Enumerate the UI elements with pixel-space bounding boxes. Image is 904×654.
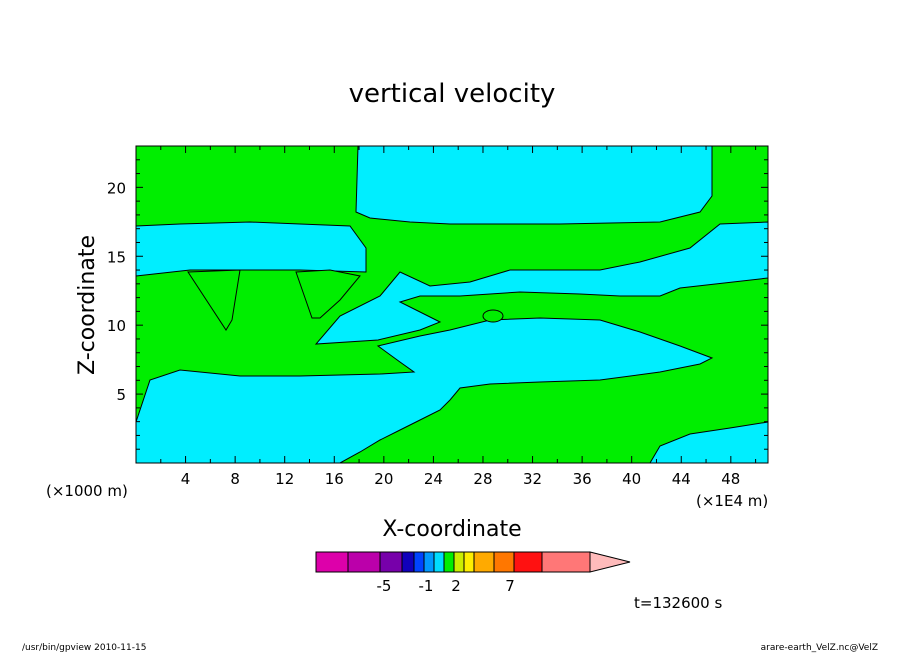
colorbar-swatch bbox=[443, 551, 455, 573]
negative-region-top bbox=[355, 146, 713, 225]
x-tick-label: 36 bbox=[573, 470, 592, 488]
colorbar-swatch bbox=[401, 551, 415, 573]
time-label: t=132600 s bbox=[634, 594, 722, 612]
x-tick-label: 12 bbox=[275, 470, 294, 488]
y-unit-label: (×1E4 m) bbox=[696, 492, 768, 510]
negative-region-main bbox=[136, 221, 367, 277]
colorbar-swatch bbox=[493, 551, 515, 573]
colorbar-swatch bbox=[541, 551, 591, 573]
y-tick-label: 5 bbox=[116, 386, 126, 404]
colorbar-swatch bbox=[315, 551, 349, 573]
positive-blob bbox=[482, 309, 504, 323]
negative-region-bottom-right bbox=[649, 421, 768, 463]
colorbar bbox=[315, 551, 631, 573]
colorbar-label: 7 bbox=[505, 577, 515, 595]
colorbar-swatch bbox=[513, 551, 543, 573]
negative-region-lower bbox=[136, 317, 714, 463]
x-tick-label: 28 bbox=[473, 470, 492, 488]
colorbar-swatch bbox=[453, 551, 465, 573]
x-axis-label: X-coordinate bbox=[382, 517, 521, 542]
x-tick-label: 40 bbox=[622, 470, 641, 488]
x-tick-label: 32 bbox=[523, 470, 542, 488]
colorbar-label: -1 bbox=[419, 577, 434, 595]
positive-wedge-1 bbox=[187, 269, 241, 331]
colorbar-swatch bbox=[433, 551, 445, 573]
negative-region-band bbox=[314, 221, 768, 345]
colorbar-swatch bbox=[347, 551, 381, 573]
footer-right: arare-earth_VelZ.nc@VelZ bbox=[761, 643, 878, 653]
y-axis-label: Z-coordinate bbox=[75, 235, 100, 375]
colorbar-swatch bbox=[423, 551, 435, 573]
colorbar-swatch bbox=[473, 551, 495, 573]
colorbar-label: -5 bbox=[377, 577, 392, 595]
x-unit-label: (×1000 m) bbox=[46, 482, 128, 500]
footer-left: /usr/bin/gpview 2010-11-15 bbox=[22, 643, 146, 653]
colorbar-label: 2 bbox=[451, 577, 461, 595]
colorbar-labels: -5 -1 2 7 bbox=[377, 577, 515, 595]
x-tick-label: 20 bbox=[374, 470, 393, 488]
colorbar-swatch bbox=[379, 551, 403, 573]
colorbar-swatch bbox=[413, 551, 425, 573]
x-tick-label: 48 bbox=[721, 470, 740, 488]
plot-frame bbox=[135, 145, 769, 464]
colorbar-arrow bbox=[589, 551, 631, 573]
positive-wedge-2 bbox=[295, 269, 361, 319]
y-tick-label: 10 bbox=[107, 317, 126, 335]
x-ticks: 4 8 12 16 20 24 28 32 36 40 44 48 bbox=[160, 146, 757, 488]
x-tick-label: 24 bbox=[424, 470, 443, 488]
chart-title: vertical velocity bbox=[349, 79, 556, 109]
y-tick-label: 20 bbox=[107, 179, 126, 197]
x-tick-label: 16 bbox=[325, 470, 344, 488]
x-tick-label: 8 bbox=[230, 470, 240, 488]
colorbar-swatch bbox=[463, 551, 475, 573]
y-tick-label: 15 bbox=[107, 248, 126, 266]
y-ticks: 5 10 15 20 bbox=[107, 145, 768, 450]
x-tick-label: 4 bbox=[181, 470, 191, 488]
x-tick-label: 44 bbox=[672, 470, 691, 488]
